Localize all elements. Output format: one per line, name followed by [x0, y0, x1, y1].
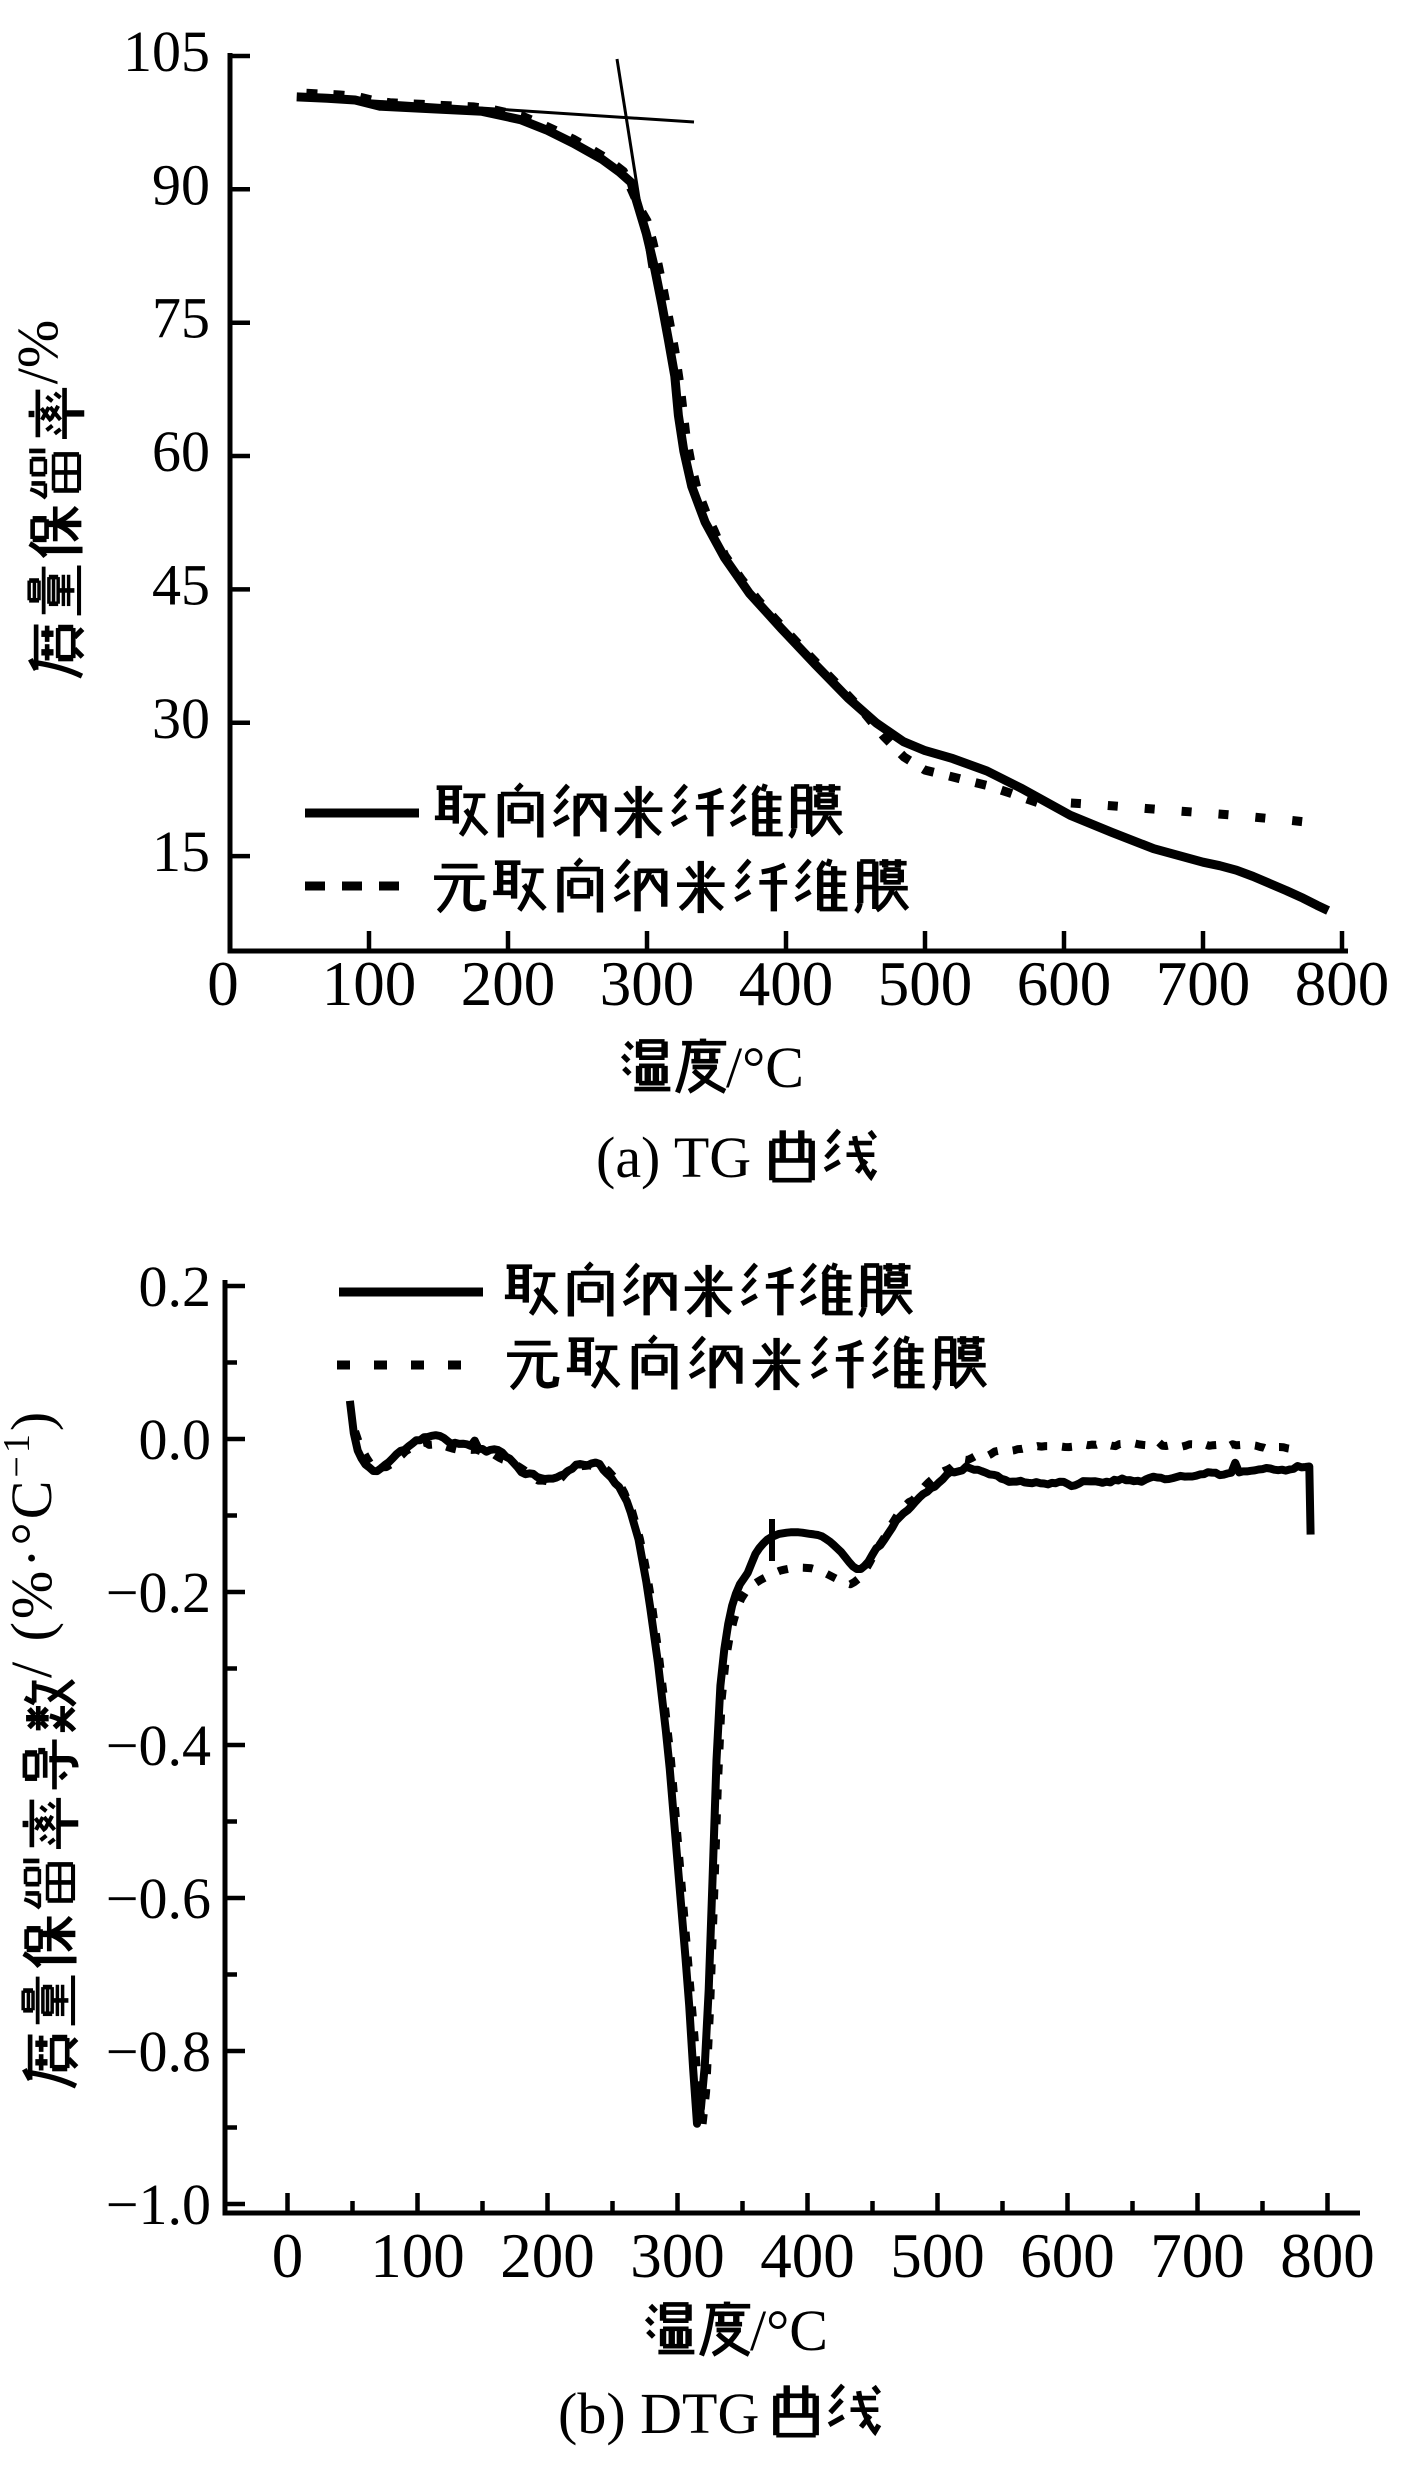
- svg-text:800: 800: [1280, 2221, 1375, 2291]
- svg-text:0: 0: [207, 949, 239, 1019]
- svg-text:15: 15: [152, 819, 210, 884]
- svg-text:30: 30: [152, 686, 210, 751]
- svg-text:500: 500: [878, 949, 973, 1019]
- svg-text:/°C: /°C: [726, 1035, 804, 1100]
- svg-text:400: 400: [760, 2221, 855, 2291]
- svg-text:−0.8: −0.8: [106, 2019, 211, 2084]
- svg-text:75: 75: [152, 286, 210, 351]
- svg-text:700: 700: [1150, 2221, 1245, 2291]
- svg-text:800: 800: [1295, 949, 1390, 1019]
- svg-text:0.2: 0.2: [139, 1254, 212, 1319]
- svg-text:100: 100: [370, 2221, 465, 2291]
- svg-text:(b) DTG: (b) DTG: [558, 2381, 759, 2446]
- svg-text:90: 90: [152, 152, 210, 217]
- svg-text:−0.2: −0.2: [106, 1560, 211, 1625]
- svg-text:300: 300: [630, 2221, 725, 2291]
- svg-text:−0.6: −0.6: [106, 1866, 211, 1931]
- svg-text:200: 200: [500, 2221, 595, 2291]
- svg-text:/%: /%: [5, 320, 70, 384]
- svg-text:105: 105: [123, 19, 210, 84]
- svg-text:−0.4: −0.4: [106, 1713, 211, 1778]
- svg-text:600: 600: [1020, 2221, 1115, 2291]
- svg-text:700: 700: [1156, 949, 1251, 1019]
- svg-text:(a) TG: (a) TG: [596, 1125, 751, 1190]
- svg-text:0: 0: [272, 2221, 304, 2291]
- svg-text:300: 300: [600, 949, 695, 1019]
- svg-text:200: 200: [461, 949, 556, 1019]
- svg-text:/°C: /°C: [750, 2298, 828, 2363]
- svg-text:−1.0: −1.0: [106, 2172, 211, 2237]
- svg-text:45: 45: [152, 552, 210, 617]
- svg-text:400: 400: [739, 949, 834, 1019]
- svg-text:500: 500: [890, 2221, 985, 2291]
- svg-text:600: 600: [1017, 949, 1112, 1019]
- svg-text:100: 100: [322, 949, 417, 1019]
- svg-text:0.0: 0.0: [139, 1407, 212, 1472]
- svg-text:60: 60: [152, 419, 210, 484]
